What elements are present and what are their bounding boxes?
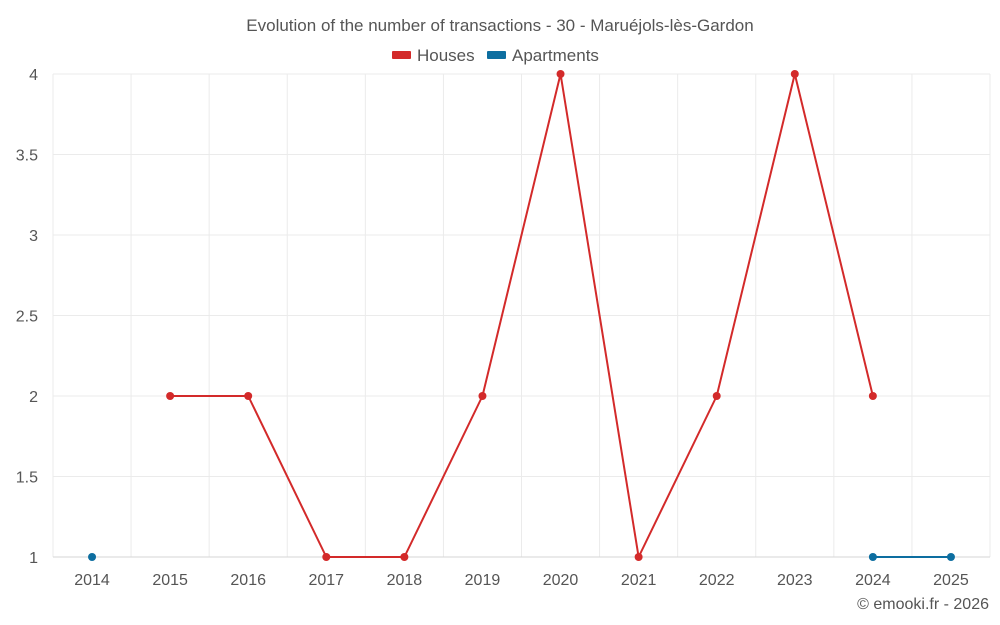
x-axis: 2014 2015 2016 2017 2018 2019 2020 2021 2022 2023… — [53, 556, 990, 589]
x-tick-label: 2025 — [933, 572, 969, 589]
x-tick-label: 2018 — [387, 572, 423, 589]
x-tick-label: 2024 — [855, 572, 891, 589]
x-tick-label: 2014 — [74, 572, 110, 589]
series-layer — [88, 70, 955, 561]
x-tick-label: 2022 — [699, 572, 735, 589]
apartments-point — [868, 553, 877, 561]
y-tick-label: 4 — [29, 67, 38, 84]
houses-point — [556, 70, 565, 78]
houses-point — [244, 392, 253, 400]
houses-point — [400, 553, 409, 561]
houses-line — [170, 73, 874, 558]
chart-title: Evolution of the number of transactions … — [246, 16, 753, 35]
grid — [52, 73, 991, 557]
legend-swatch-apartments — [487, 51, 506, 59]
y-tick-label: 1.5 — [16, 470, 38, 487]
houses-point — [634, 553, 643, 561]
x-tick-label: 2020 — [543, 572, 579, 589]
x-tick-label: 2016 — [230, 572, 266, 589]
houses-point — [868, 392, 877, 400]
houses-point — [322, 553, 331, 561]
y-tick-label: 1 — [29, 550, 38, 567]
credit-text: © emooki.fr - 2026 — [857, 596, 989, 613]
y-tick-label: 2.5 — [16, 309, 38, 326]
houses-point — [790, 70, 799, 78]
houses-point — [478, 392, 487, 400]
x-tick-label: 2023 — [777, 572, 813, 589]
apartments-point — [946, 553, 955, 561]
series-apartments — [88, 553, 955, 561]
series-houses — [166, 70, 877, 561]
legend-label-apartments: Apartments — [512, 46, 599, 65]
x-tick-label: 2015 — [152, 572, 188, 589]
legend-label-houses: Houses — [417, 46, 475, 65]
x-tick-label: 2017 — [308, 572, 344, 589]
y-axis: 1 1.5 2 2.5 3 3.5 4 — [16, 67, 38, 567]
y-tick-label: 2 — [29, 389, 38, 406]
legend-swatch-houses — [392, 51, 411, 59]
legend: Houses Apartments — [392, 46, 599, 65]
y-tick-label: 3 — [29, 228, 38, 245]
apartments-point — [88, 553, 97, 561]
x-tick-label: 2019 — [465, 572, 501, 589]
houses-point — [712, 392, 721, 400]
houses-point — [166, 392, 175, 400]
x-tick-label: 2021 — [621, 572, 657, 589]
y-tick-label: 3.5 — [16, 148, 38, 165]
